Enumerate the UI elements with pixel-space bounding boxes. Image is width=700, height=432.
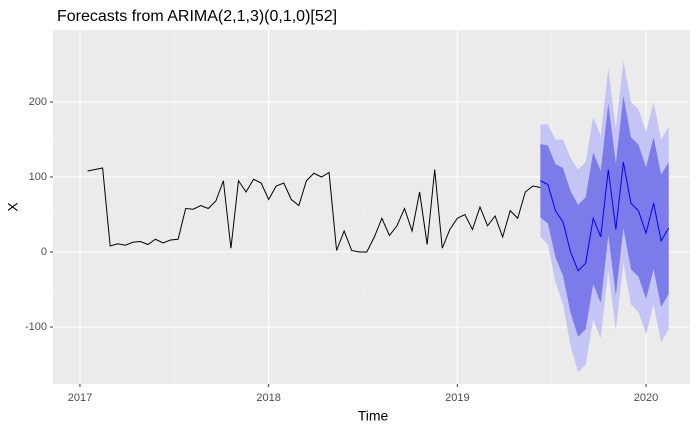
x-tick-label: 2019 (445, 392, 469, 404)
y-tick-label: -100 (25, 321, 47, 333)
x-tick-label: 2017 (68, 392, 92, 404)
y-tick-label: 100 (29, 171, 47, 183)
y-axis-label: X (5, 202, 21, 212)
x-tick-label: 2018 (256, 392, 280, 404)
forecast-line (540, 161, 670, 272)
x-axis-label: Time (358, 408, 389, 424)
x-tick-label: 2020 (634, 392, 658, 404)
y-tick-label: 200 (29, 96, 47, 108)
chart-title: Forecasts from ARIMA(2,1,3)(0,1,0)[52] (57, 8, 337, 25)
y-tick-label: 0 (41, 246, 47, 258)
history-line (87, 167, 541, 253)
interval-80 (540, 96, 669, 337)
